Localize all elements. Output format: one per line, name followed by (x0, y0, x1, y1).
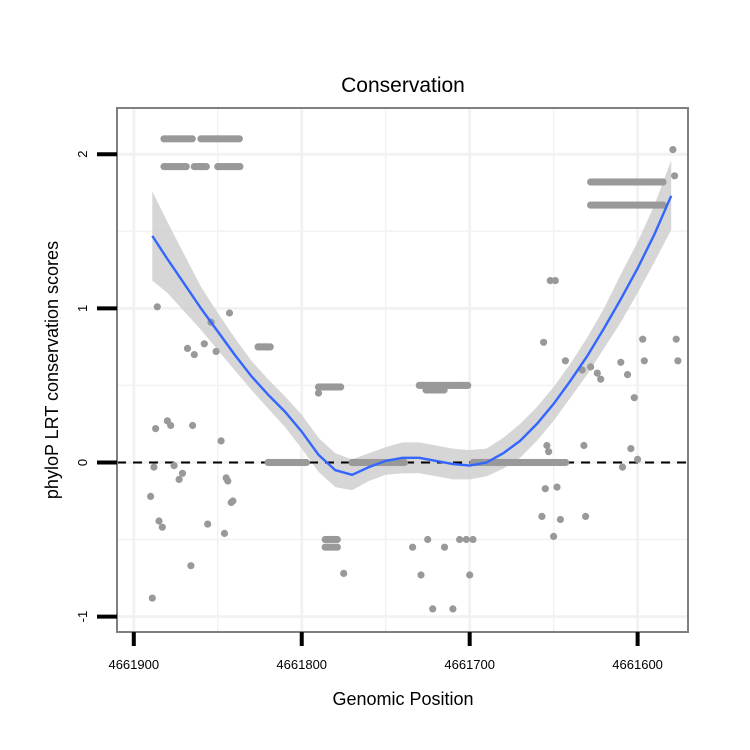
data-point (543, 441, 551, 450)
data-point (302, 458, 310, 467)
data-point (587, 363, 595, 371)
x-tick-label: 4661600 (612, 657, 663, 672)
data-point (553, 483, 561, 491)
data-point (630, 394, 638, 402)
data-point (333, 543, 341, 551)
y-tick-label: -1 (75, 611, 90, 623)
plot-panel (117, 108, 688, 632)
data-point (674, 357, 682, 365)
data-point (582, 512, 590, 521)
data-point (440, 386, 448, 394)
data-point (545, 448, 553, 456)
data-point (580, 441, 588, 450)
data-point (462, 535, 470, 544)
data-point (618, 463, 627, 471)
data-point (224, 477, 232, 485)
data-point (212, 347, 220, 356)
data-point (634, 455, 642, 463)
data-point (167, 421, 175, 430)
data-point (466, 571, 474, 579)
data-point (220, 529, 229, 538)
data-point (449, 605, 457, 613)
data-point (429, 605, 437, 613)
y-axis-label: phyloP LRT conservation scores (42, 241, 62, 499)
data-point (229, 497, 237, 505)
data-point (148, 594, 156, 602)
data-point (540, 338, 548, 346)
data-point (469, 535, 477, 544)
data-point (202, 163, 210, 171)
data-point (623, 371, 632, 379)
data-point (639, 335, 647, 343)
y-tick-label: 1 (75, 305, 90, 312)
data-point (561, 357, 570, 365)
data-point (541, 485, 549, 493)
data-point (617, 358, 625, 366)
data-point (183, 344, 192, 352)
data-point (337, 383, 345, 391)
data-point (188, 135, 196, 143)
data-point (672, 335, 680, 343)
data-point (659, 201, 667, 209)
data-point (671, 172, 679, 180)
plot-panel-border (116, 107, 689, 633)
data-point (147, 492, 155, 500)
data-point (153, 303, 161, 311)
data-point (236, 163, 244, 171)
data-point (155, 517, 163, 525)
data-point (456, 535, 464, 544)
data-point (170, 462, 178, 470)
data-point (562, 458, 570, 467)
data-point (597, 375, 605, 383)
data-point (182, 163, 190, 171)
data-point (340, 569, 348, 578)
chart-title: Conservation (341, 74, 465, 97)
y-tick-label: 0 (75, 459, 90, 466)
data-point (409, 543, 417, 551)
x-tick-label: 4661900 (108, 657, 159, 672)
data-point (669, 146, 677, 154)
data-point (225, 309, 234, 317)
data-point (627, 445, 635, 453)
data-point (440, 543, 449, 551)
data-point (546, 277, 554, 285)
data-point (593, 369, 601, 377)
data-point (178, 469, 187, 477)
data-point (464, 381, 472, 389)
data-point (175, 475, 183, 483)
data-point (333, 535, 341, 544)
smooth-trend-line (151, 195, 673, 477)
y-tick-label: 2 (75, 151, 90, 158)
data-point (190, 351, 198, 359)
x-tick-label: 4661800 (276, 657, 327, 672)
data-point (551, 277, 559, 285)
data-point (659, 178, 667, 186)
x-tick-label: 4661700 (444, 657, 495, 672)
y-axis: -1 0 1 2 (75, 151, 117, 623)
data-point (204, 520, 212, 528)
data-point (538, 512, 546, 521)
data-point (187, 562, 195, 570)
grid-lines (117, 108, 688, 632)
data-point (424, 535, 432, 544)
data-point (550, 532, 558, 541)
data-point (640, 357, 648, 365)
data-point (235, 135, 243, 143)
data-point (417, 571, 425, 579)
data-point (556, 515, 565, 524)
data-point (152, 425, 160, 433)
data-point (189, 421, 197, 430)
x-axis-label: Genomic Position (332, 689, 473, 709)
data-point (158, 523, 166, 531)
data-point (217, 437, 225, 445)
data-point (150, 463, 158, 471)
data-point (200, 340, 208, 348)
data-point (314, 389, 323, 397)
x-axis: 4661900 4661800 4661700 4661600 (108, 632, 663, 672)
data-point (400, 458, 409, 467)
data-point (266, 343, 274, 351)
